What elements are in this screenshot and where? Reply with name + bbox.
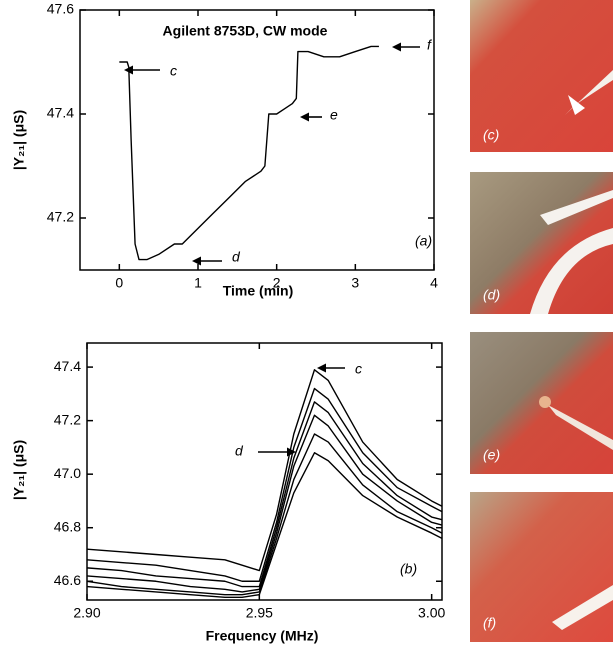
x-tick-label: 1 [194,275,202,291]
annotation: f [427,37,433,53]
x-tick-label: 2.90 [73,605,100,621]
contact [539,396,551,408]
x-tick-label: 2 [273,275,281,291]
data-line [86,433,443,596]
y-tick-label: 47.4 [47,105,74,121]
y-tick-label: 46.8 [54,518,81,534]
photo-label: (e) [483,447,500,463]
x-axis-label: Time (min) [223,283,294,299]
arrow-head [192,256,201,266]
annotation: e [330,107,338,123]
arrow-head [300,112,309,122]
data-line [86,452,443,599]
data-line [119,45,379,261]
photo-d [470,172,613,314]
chart: 47.2 47.4 47.6 0 1 2 3 4 Agilent 8753D, CW mode T… [11,1,438,299]
data-line [86,387,443,582]
probe [540,190,613,225]
plot-frame [86,342,443,601]
probe [568,95,585,115]
annotation: d [232,249,241,265]
y-tick-label: 47.6 [47,1,74,17]
x-tick-label: 3.00 [418,605,445,621]
probe [552,585,613,630]
chart-title: Agilent 8753D, CW mode [163,23,328,39]
photo-e [470,332,613,474]
y-tick-label: 47.0 [54,465,81,481]
x-axis-label: Frequency (MHz) [206,628,319,644]
panel-label: (b) [400,561,417,577]
data-line [86,414,443,593]
photo [470,492,613,642]
annotation: c [355,361,362,377]
arrow-head [287,447,296,457]
photo [470,0,613,152]
x-tick-label: 0 [115,275,123,291]
x-tick-label: 2.95 [246,605,273,621]
data-line [86,369,443,572]
probe [548,405,613,450]
annotation: d [235,443,244,459]
y-tick-label: 47.2 [47,209,74,225]
photo-label: (d) [483,287,500,303]
photo-label: (f) [483,615,496,631]
photo-c [470,0,613,152]
arrow-head [317,363,326,373]
arrow-head [124,65,133,75]
arrow-head [392,42,401,52]
ring [530,228,613,314]
annotation: c [170,63,177,79]
y-tick-label: 47.4 [54,358,81,374]
x-tick-label: 3 [351,275,359,291]
x-tick-label: 4 [430,275,438,291]
y-tick-label: 47.2 [54,411,81,427]
photo-label: (c) [483,127,499,143]
chart: 46.6 46.8 47.0 47.2 47.4 2.90 2.95 3.00 Frequenc… [11,342,445,644]
photo-f [470,492,613,642]
plot-frame [79,9,435,271]
data-line [86,401,443,588]
y-axis-label: |Y₂₁| (μS) [11,110,27,170]
panel-label: (a) [415,233,432,249]
y-tick-label: 46.6 [54,572,81,588]
y-axis-label: |Y₂₁| (μS) [11,440,27,500]
